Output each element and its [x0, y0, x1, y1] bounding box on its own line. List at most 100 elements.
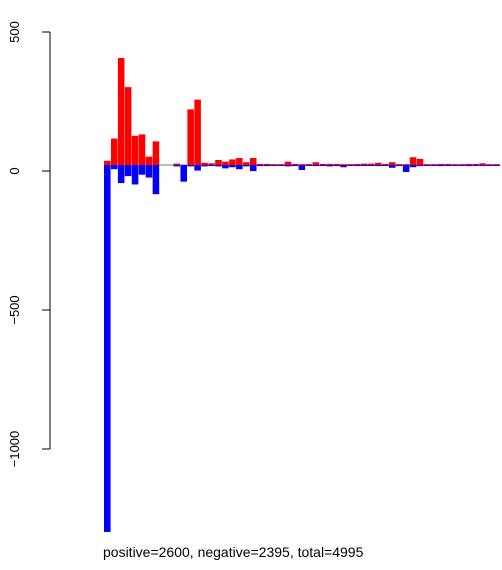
negative-bar [201, 165, 208, 167]
positive-bar [124, 87, 132, 165]
negative-bar [368, 165, 375, 166]
negative-bar [326, 165, 333, 167]
negative-bar [493, 165, 500, 166]
negative-bar [243, 165, 250, 167]
positive-bar [423, 164, 431, 166]
positive-bar [145, 156, 153, 165]
negative-bar [395, 165, 403, 167]
positive-bar [458, 164, 465, 166]
negative-bar [145, 165, 153, 178]
negative-bar [479, 165, 486, 166]
negative-bar [277, 165, 285, 166]
positive-bar [270, 164, 278, 166]
negative-bar [333, 165, 340, 167]
positive-bar [368, 163, 375, 165]
negative-bar [131, 165, 139, 185]
negative-bar [347, 165, 354, 166]
positive-bar [333, 163, 340, 165]
negative-bar [208, 165, 215, 166]
positive-bar [319, 163, 326, 165]
negative-bar [361, 165, 368, 166]
negative-bar [416, 165, 424, 167]
negative-bar [229, 165, 236, 168]
negative-bar [388, 165, 396, 168]
negative-bar [423, 165, 431, 166]
negative-bar [222, 165, 229, 169]
negative-bar [173, 165, 181, 167]
positive-bars [104, 57, 500, 166]
positive-bar [444, 163, 452, 165]
negative-bar [430, 165, 438, 166]
positive-bar [340, 164, 347, 166]
negative-bar [187, 165, 194, 167]
positive-bar [451, 164, 459, 166]
negative-bar [284, 165, 292, 167]
positive-bar [465, 163, 472, 165]
positive-bar [388, 162, 396, 165]
positive-bar [493, 164, 500, 166]
positive-bar [375, 162, 382, 165]
negative-bar [194, 165, 201, 171]
negative-bar [465, 165, 472, 167]
negative-bar [263, 165, 271, 167]
negative-bar [236, 165, 243, 170]
positive-bar [215, 160, 222, 165]
negative-bar [110, 165, 118, 170]
positive-bar [187, 109, 194, 165]
positive-bar [305, 164, 313, 166]
negative-bar [291, 165, 299, 167]
negative-bar [312, 165, 320, 167]
negative-bar [486, 165, 493, 166]
positive-bar [208, 163, 215, 165]
positive-bar [277, 164, 285, 166]
positive-bar [382, 163, 389, 165]
negative-bar [375, 165, 382, 167]
negative-bars [104, 165, 500, 532]
negative-bar [215, 165, 222, 167]
positive-bar [395, 164, 403, 166]
positive-bar [430, 164, 438, 166]
negative-bar [402, 165, 410, 172]
negative-bar [319, 165, 326, 166]
positive-bar [437, 163, 445, 165]
y-axis: 500 0 −500 −1000 [7, 21, 51, 467]
positive-bar [256, 163, 264, 165]
positive-bar [222, 161, 229, 165]
positive-bar [472, 163, 479, 165]
positive-bar [361, 163, 368, 165]
negative-bar [249, 165, 257, 172]
positive-bar [131, 135, 139, 165]
negative-bar [458, 165, 465, 166]
positive-bar [138, 134, 146, 165]
summary-annotation: positive=2600, negative=2395, total=4995 [103, 544, 364, 560]
positive-bar [479, 163, 486, 165]
negative-bar [180, 165, 187, 182]
positive-bar [312, 162, 320, 165]
negative-bar [437, 165, 445, 167]
positive-bar [229, 159, 236, 165]
positive-bar [152, 141, 160, 165]
positive-bar [298, 164, 306, 166]
negative-bar [298, 165, 306, 170]
negative-bar [138, 165, 146, 175]
y-tick-label: 0 [7, 167, 22, 174]
negative-bar [124, 165, 132, 177]
negative-bar [409, 165, 417, 168]
positive-bar [409, 157, 417, 165]
positive-bar [201, 162, 208, 165]
positive-bar [486, 164, 493, 166]
positive-bar [402, 164, 410, 166]
positive-bar [236, 158, 243, 165]
positive-bar [194, 99, 201, 165]
positive-bar [249, 158, 257, 165]
positive-bar [354, 163, 361, 165]
negative-bar [270, 165, 278, 166]
y-tick-label: −500 [7, 295, 22, 324]
negative-bar [382, 165, 389, 166]
positive-bar [117, 57, 125, 165]
positive-bar [291, 163, 299, 165]
negative-bar [354, 165, 361, 167]
negative-bar [472, 165, 479, 166]
negative-bar [256, 165, 264, 167]
